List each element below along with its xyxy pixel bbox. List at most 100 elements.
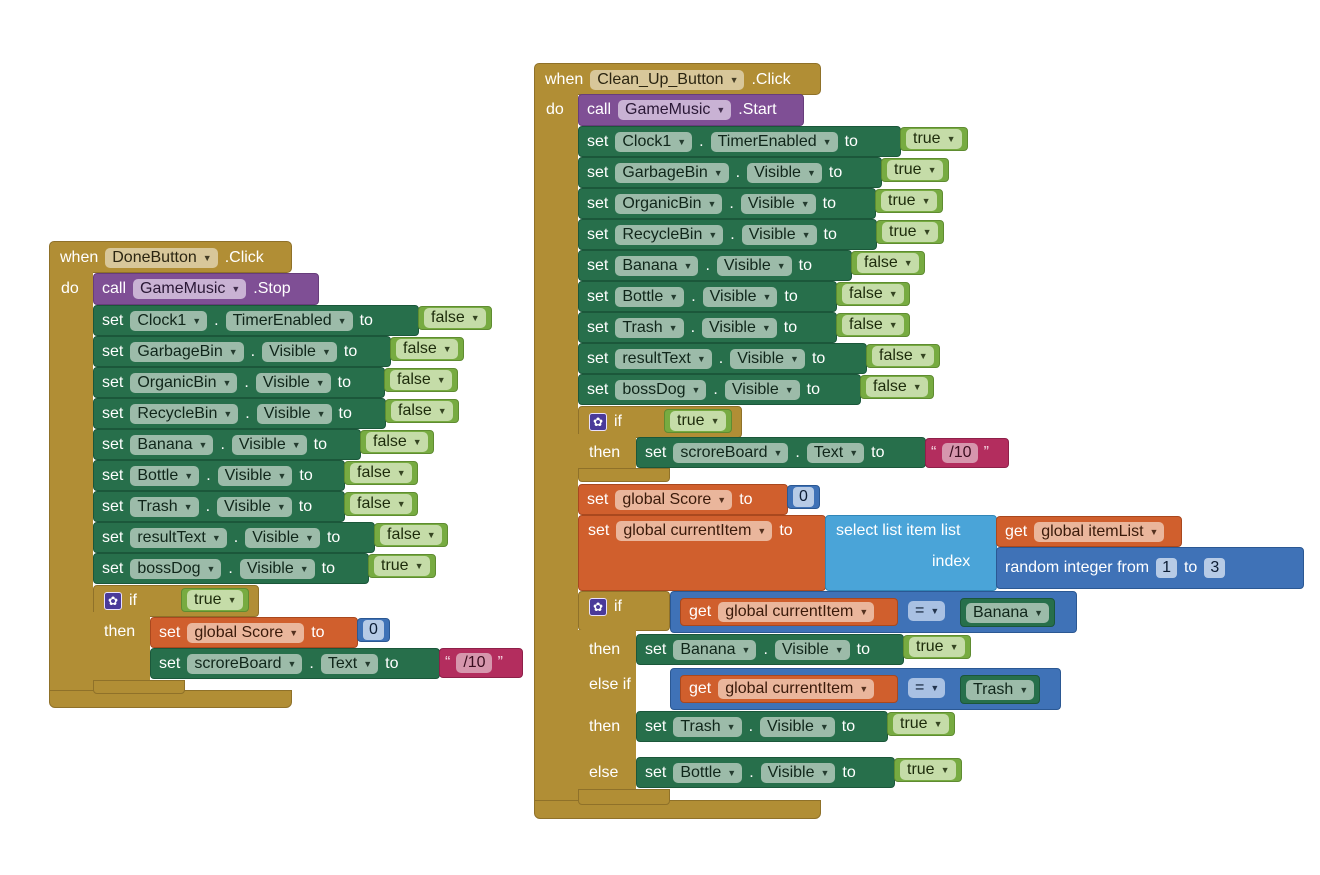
set-block[interactable]: set Clock1 ▼ . TimerEnabled ▼ to — [93, 305, 419, 336]
set-scoreboard-text-block[interactable]: set scroreBoard ▼ . Text ▼ to — [636, 437, 926, 468]
text-value[interactable]: /10 — [942, 443, 978, 463]
property-dropdown[interactable]: Visible ▼ — [760, 762, 836, 783]
boolean-dropdown[interactable]: false ▼ — [866, 377, 928, 397]
if-condition-block[interactable]: true ▼ — [181, 588, 249, 612]
property-dropdown[interactable]: Visible ▼ — [256, 403, 332, 424]
component-dropdown[interactable]: resultText ▼ — [615, 348, 712, 369]
boolean-dropdown[interactable]: false ▼ — [872, 346, 934, 366]
component-dropdown[interactable]: bossDog ▼ — [130, 558, 222, 579]
variable-dropdown[interactable]: global itemList ▼ — [1034, 521, 1165, 542]
component-dropdown[interactable]: scroreBoard ▼ — [187, 653, 303, 674]
property-dropdown[interactable]: TimerEnabled ▼ — [225, 310, 353, 331]
property-dropdown[interactable]: TimerEnabled ▼ — [710, 131, 838, 152]
set-block[interactable]: set resultText ▼ . Visible ▼ to — [93, 522, 375, 553]
set-block[interactable]: set bossDog ▼ . Visible ▼ to — [578, 374, 861, 405]
if-condition-block[interactable]: true ▼ — [664, 409, 732, 433]
boolean-block[interactable]: false ▼ — [860, 375, 934, 399]
boolean-block[interactable]: false ▼ — [344, 492, 418, 516]
boolean-block[interactable]: false ▼ — [360, 430, 434, 454]
random-integer-block[interactable]: random integer from 1 to 3 — [996, 547, 1304, 589]
boolean-dropdown[interactable]: true ▼ — [893, 714, 949, 734]
number-value[interactable]: 0 — [363, 620, 384, 640]
property-dropdown[interactable]: Visible ▼ — [741, 224, 817, 245]
set-bottle-visible-block[interactable]: set Bottle ▼ . Visible ▼ to — [636, 757, 895, 788]
component-dropdown[interactable]: Trash ▼ — [673, 716, 742, 737]
number-value[interactable]: 0 — [793, 487, 814, 507]
get-global-itemlist-block[interactable]: get global itemList ▼ — [996, 516, 1182, 547]
boolean-block[interactable]: false ▼ — [418, 306, 492, 330]
set-global-score-block[interactable]: set global Score ▼ to — [150, 617, 358, 648]
boolean-dropdown[interactable]: false ▼ — [396, 339, 458, 359]
property-dropdown[interactable]: Visible ▼ — [231, 434, 307, 455]
gear-icon[interactable]: ✿ — [589, 413, 607, 431]
event-component-dropdown[interactable]: Clean_Up_Button ▼ — [590, 70, 745, 90]
call-component-dropdown[interactable]: GameMusic ▼ — [618, 100, 732, 120]
property-dropdown[interactable]: Visible ▼ — [245, 527, 320, 548]
set-scoreboard-text-block[interactable]: set scroreBoard ▼ . Text ▼ to — [150, 648, 440, 679]
boolean-block[interactable]: false ▼ — [385, 399, 459, 423]
boolean-dropdown[interactable]: false ▼ — [842, 284, 904, 304]
get-global-currentitem-block[interactable]: get global currentItem ▼ — [680, 598, 898, 626]
random-from-value[interactable]: 1 — [1156, 558, 1177, 578]
set-block[interactable]: set Bottle ▼ . Visible ▼ to — [93, 460, 345, 491]
random-to-value[interactable]: 3 — [1204, 558, 1226, 578]
component-block[interactable]: Banana ▼ — [960, 598, 1056, 627]
component-dropdown[interactable]: Banana ▼ — [673, 639, 757, 660]
component-dropdown[interactable]: Bottle ▼ — [130, 465, 200, 486]
set-block[interactable]: set bossDog ▼ . Visible ▼ to — [93, 553, 369, 584]
boolean-dropdown[interactable]: false ▼ — [390, 370, 452, 390]
property-dropdown[interactable]: Visible ▼ — [747, 162, 822, 183]
variable-dropdown[interactable]: global currentItem ▼ — [718, 679, 875, 699]
component-dropdown[interactable]: Banana ▼ — [966, 602, 1050, 623]
boolean-block[interactable]: false ▼ — [836, 313, 910, 337]
set-block[interactable]: set RecycleBin ▼ . Visible ▼ to — [578, 219, 877, 250]
set-block[interactable]: set Banana ▼ . Visible ▼ to — [93, 429, 361, 460]
variable-dropdown[interactable]: global currentItem ▼ — [616, 521, 773, 541]
boolean-block[interactable]: false ▼ — [344, 461, 418, 485]
boolean-dropdown[interactable]: false ▼ — [350, 463, 412, 483]
component-dropdown[interactable]: Trash ▼ — [966, 679, 1035, 700]
get-global-currentitem-block[interactable]: get global currentItem ▼ — [680, 675, 898, 703]
set-block[interactable]: set Trash ▼ . Visible ▼ to — [93, 491, 345, 522]
property-dropdown[interactable]: Text ▼ — [806, 442, 865, 463]
component-block[interactable]: Trash ▼ — [960, 675, 1041, 704]
boolean-block[interactable]: true ▼ — [903, 635, 971, 659]
set-banana-visible-block[interactable]: set Banana ▼ . Visible ▼ to — [636, 634, 904, 665]
number-block[interactable]: 0 — [787, 485, 820, 509]
component-dropdown[interactable]: Clock1 ▼ — [130, 310, 208, 331]
set-block[interactable]: set GarbageBin ▼ . Visible ▼ to — [93, 336, 391, 367]
boolean-block[interactable]: true ▼ — [894, 758, 962, 782]
boolean-block[interactable]: true ▼ — [900, 127, 968, 151]
call-gamemusic-start-block[interactable]: call GameMusic ▼ .Start — [578, 94, 804, 126]
set-block[interactable]: set GarbageBin ▼ . Visible ▼ to — [578, 157, 882, 188]
text-value[interactable]: /10 — [456, 653, 492, 673]
property-dropdown[interactable]: Visible ▼ — [724, 379, 800, 400]
boolean-dropdown[interactable]: false ▼ — [842, 315, 904, 335]
property-dropdown[interactable]: Text ▼ — [320, 653, 379, 674]
boolean-dropdown[interactable]: true ▼ — [881, 191, 937, 211]
boolean-dropdown[interactable]: false ▼ — [857, 253, 919, 273]
component-dropdown[interactable]: RecycleBin ▼ — [615, 224, 724, 245]
boolean-block[interactable]: true ▼ — [368, 554, 436, 578]
boolean-block[interactable]: true ▼ — [875, 189, 943, 213]
variable-dropdown[interactable]: global Score ▼ — [187, 622, 305, 643]
set-block[interactable]: set Bottle ▼ . Visible ▼ to — [578, 281, 837, 312]
component-dropdown[interactable]: resultText ▼ — [130, 527, 227, 548]
boolean-dropdown[interactable]: true ▼ — [906, 129, 962, 149]
set-block[interactable]: set RecycleBin ▼ . Visible ▼ to — [93, 398, 386, 429]
set-block[interactable]: set Trash ▼ . Visible ▼ to — [578, 312, 837, 343]
property-dropdown[interactable]: Visible ▼ — [255, 372, 331, 393]
property-dropdown[interactable]: Visible ▼ — [740, 193, 816, 214]
property-dropdown[interactable]: Visible ▼ — [217, 465, 293, 486]
property-dropdown[interactable]: Visible ▼ — [730, 348, 805, 369]
set-block[interactable]: set OrganicBin ▼ . Visible ▼ to — [578, 188, 876, 219]
variable-dropdown[interactable]: global currentItem ▼ — [718, 602, 875, 622]
boolean-dropdown[interactable]: true ▼ — [187, 590, 243, 610]
boolean-block[interactable]: true ▼ — [876, 220, 944, 244]
boolean-block[interactable]: false ▼ — [384, 368, 458, 392]
property-dropdown[interactable]: Visible ▼ — [716, 255, 792, 276]
component-dropdown[interactable]: Banana ▼ — [615, 255, 699, 276]
component-dropdown[interactable]: Banana ▼ — [130, 434, 214, 455]
component-dropdown[interactable]: GarbageBin ▼ — [130, 341, 244, 362]
boolean-dropdown[interactable]: true ▼ — [882, 222, 938, 242]
